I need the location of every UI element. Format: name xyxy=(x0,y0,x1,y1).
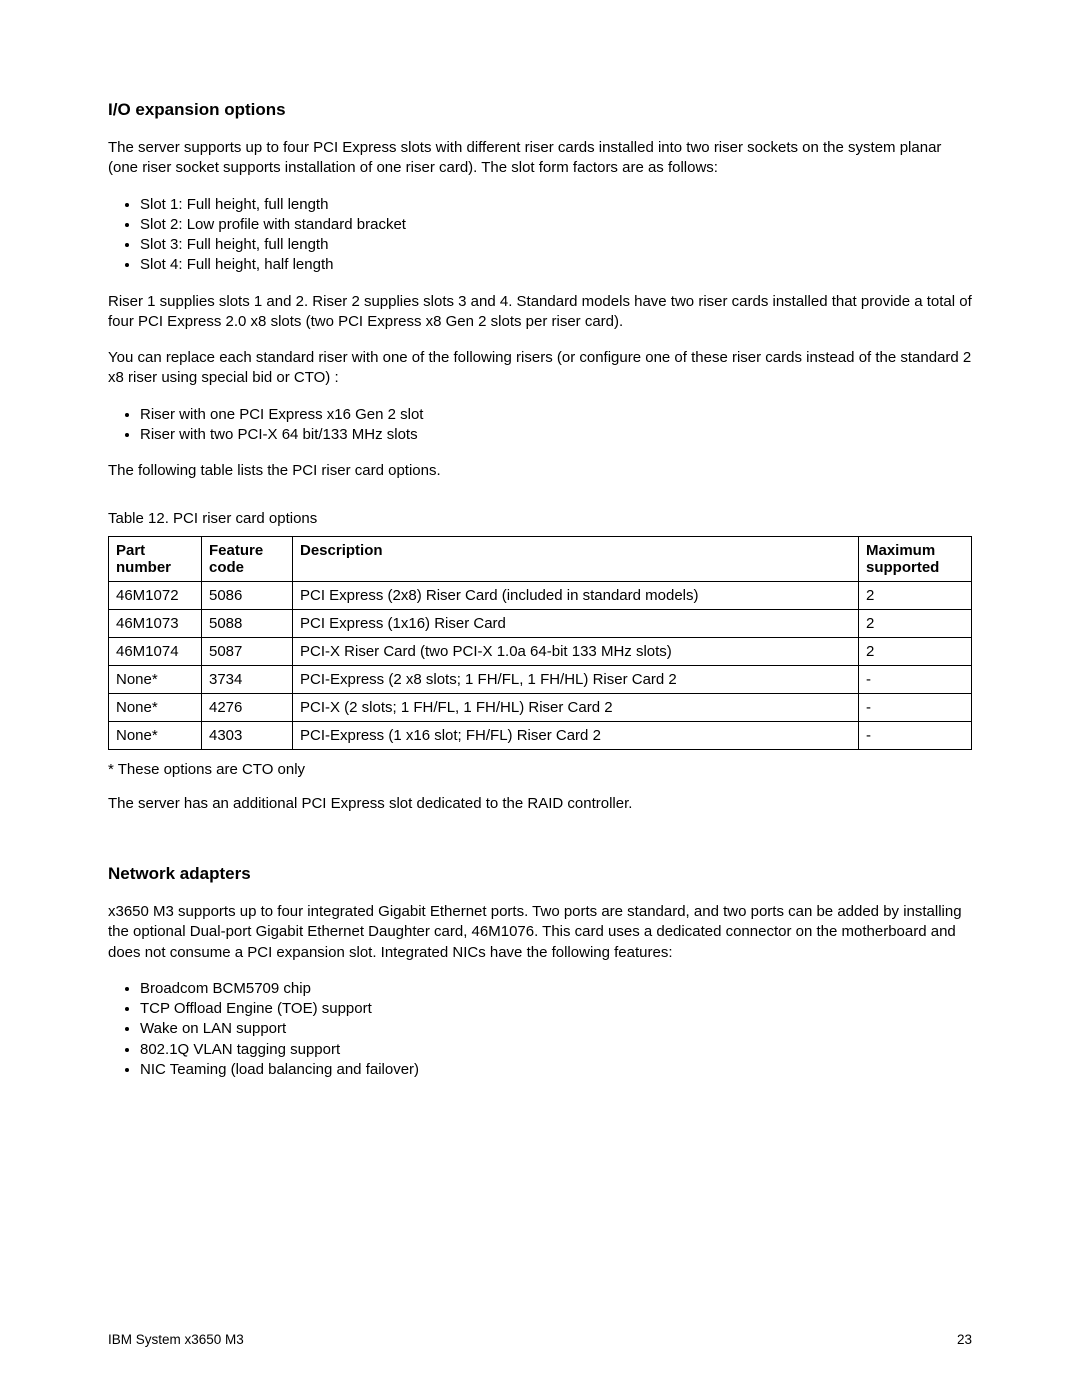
network-adapters-heading: Network adapters xyxy=(108,864,972,884)
cell-max: - xyxy=(859,665,972,693)
cell-description: PCI Express (2x8) Riser Card (included i… xyxy=(293,581,859,609)
list-item: Wake on LAN support xyxy=(140,1019,972,1039)
cell-max: 2 xyxy=(859,581,972,609)
page-footer: IBM System x3650 M3 23 xyxy=(108,1332,972,1347)
table-row: None* 4276 PCI-X (2 slots; 1 FH/FL, 1 FH… xyxy=(109,693,972,721)
network-intro-paragraph: x3650 M3 supports up to four integrated … xyxy=(108,902,972,963)
table-intro-paragraph: The following table lists the PCI riser … xyxy=(108,461,972,481)
io-intro-paragraph: The server supports up to four PCI Expre… xyxy=(108,138,972,179)
table-footnote: * These options are CTO only xyxy=(108,760,972,780)
slot-list: Slot 1: Full height, full length Slot 2:… xyxy=(108,195,972,276)
list-item: TCP Offload Engine (TOE) support xyxy=(140,999,972,1019)
cell-part-number: 46M1074 xyxy=(109,637,202,665)
col-header-feature-code: Feature code xyxy=(202,536,293,581)
list-item: 802.1Q VLAN tagging support xyxy=(140,1040,972,1060)
cell-part-number: 46M1072 xyxy=(109,581,202,609)
cell-feature-code: 3734 xyxy=(202,665,293,693)
table-row: 46M1073 5088 PCI Express (1x16) Riser Ca… xyxy=(109,609,972,637)
riser-card-table: Part number Feature code Description Max… xyxy=(108,536,972,750)
cell-description: PCI Express (1x16) Riser Card xyxy=(293,609,859,637)
col-header-part-number: Part number xyxy=(109,536,202,581)
cell-feature-code: 4276 xyxy=(202,693,293,721)
list-item: Riser with two PCI-X 64 bit/133 MHz slot… xyxy=(140,425,972,445)
riser-explain-paragraph: Riser 1 supplies slots 1 and 2. Riser 2 … xyxy=(108,292,972,333)
table-row: None* 4303 PCI-Express (1 x16 slot; FH/F… xyxy=(109,721,972,749)
list-item: NIC Teaming (load balancing and failover… xyxy=(140,1060,972,1080)
cell-feature-code: 5088 xyxy=(202,609,293,637)
table-header-row: Part number Feature code Description Max… xyxy=(109,536,972,581)
footer-page-number: 23 xyxy=(957,1332,972,1347)
list-item: Broadcom BCM5709 chip xyxy=(140,979,972,999)
cell-max: - xyxy=(859,721,972,749)
cell-feature-code: 5087 xyxy=(202,637,293,665)
cell-description: PCI-X (2 slots; 1 FH/FL, 1 FH/HL) Riser … xyxy=(293,693,859,721)
footer-title: IBM System x3650 M3 xyxy=(108,1332,244,1347)
list-item: Riser with one PCI Express x16 Gen 2 slo… xyxy=(140,405,972,425)
list-item: Slot 3: Full height, full length xyxy=(140,235,972,255)
table-row: 46M1072 5086 PCI Express (2x8) Riser Car… xyxy=(109,581,972,609)
cell-description: PCI-X Riser Card (two PCI-X 1.0a 64-bit … xyxy=(293,637,859,665)
after-table-paragraph: The server has an additional PCI Express… xyxy=(108,794,972,814)
list-item: Slot 2: Low profile with standard bracke… xyxy=(140,215,972,235)
cell-description: PCI-Express (2 x8 slots; 1 FH/FL, 1 FH/H… xyxy=(293,665,859,693)
table-row: None* 3734 PCI-Express (2 x8 slots; 1 FH… xyxy=(109,665,972,693)
cell-part-number: None* xyxy=(109,721,202,749)
network-features-list: Broadcom BCM5709 chip TCP Offload Engine… xyxy=(108,979,972,1080)
replace-text-paragraph: You can replace each standard riser with… xyxy=(108,348,972,389)
list-item: Slot 1: Full height, full length xyxy=(140,195,972,215)
cell-max: - xyxy=(859,693,972,721)
table-row: 46M1074 5087 PCI-X Riser Card (two PCI-X… xyxy=(109,637,972,665)
cell-max: 2 xyxy=(859,637,972,665)
cell-feature-code: 4303 xyxy=(202,721,293,749)
table-caption: Table 12. PCI riser card options xyxy=(108,509,972,529)
col-header-max-supported: Maximum supported xyxy=(859,536,972,581)
riser-options-list: Riser with one PCI Express x16 Gen 2 slo… xyxy=(108,405,972,446)
cell-part-number: None* xyxy=(109,693,202,721)
list-item: Slot 4: Full height, half length xyxy=(140,255,972,275)
cell-description: PCI-Express (1 x16 slot; FH/FL) Riser Ca… xyxy=(293,721,859,749)
cell-max: 2 xyxy=(859,609,972,637)
cell-part-number: 46M1073 xyxy=(109,609,202,637)
io-expansion-heading: I/O expansion options xyxy=(108,100,972,120)
cell-feature-code: 5086 xyxy=(202,581,293,609)
cell-part-number: None* xyxy=(109,665,202,693)
col-header-description: Description xyxy=(293,536,859,581)
